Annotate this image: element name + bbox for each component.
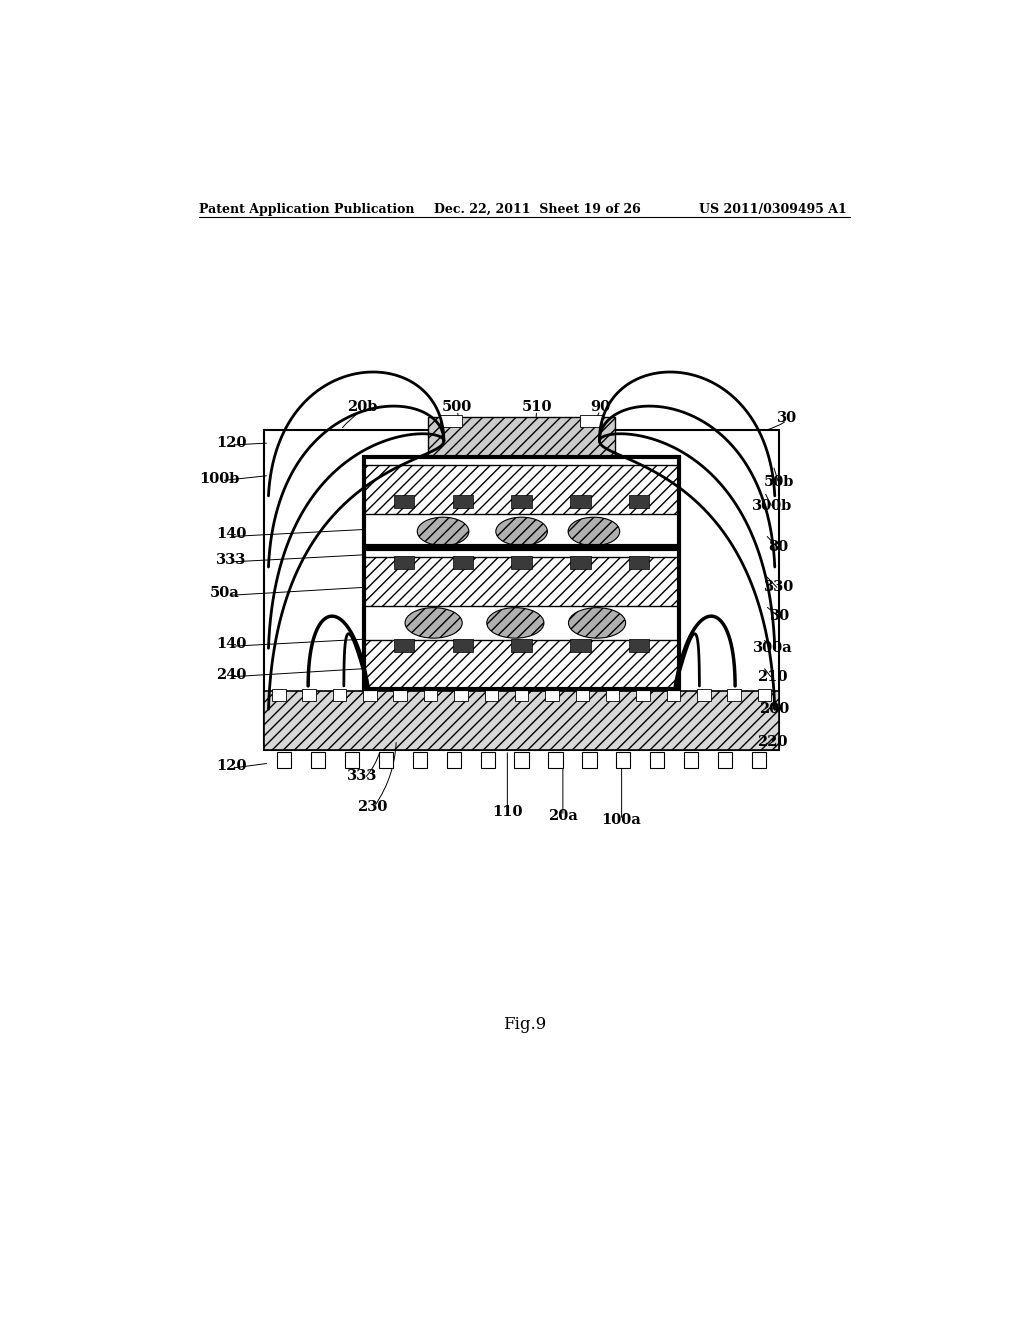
Text: 120: 120 bbox=[216, 436, 247, 450]
Text: 200: 200 bbox=[759, 702, 790, 717]
Bar bbox=[484, 689, 498, 701]
Bar bbox=[511, 556, 531, 569]
Text: 50a: 50a bbox=[210, 586, 240, 601]
Bar bbox=[264, 430, 779, 750]
Bar bbox=[394, 495, 415, 508]
Text: 100a: 100a bbox=[602, 813, 641, 828]
Text: Dec. 22, 2011  Sheet 19 of 26: Dec. 22, 2011 Sheet 19 of 26 bbox=[433, 203, 640, 216]
Bar bbox=[511, 495, 531, 508]
Bar bbox=[514, 752, 528, 768]
Bar bbox=[616, 752, 631, 768]
Ellipse shape bbox=[496, 517, 548, 545]
Bar bbox=[650, 752, 665, 768]
Bar bbox=[515, 689, 528, 701]
Bar bbox=[379, 752, 393, 768]
Text: 20a: 20a bbox=[548, 809, 578, 822]
Text: 333: 333 bbox=[347, 770, 377, 783]
Text: 300a: 300a bbox=[753, 642, 793, 655]
Text: 140: 140 bbox=[216, 528, 247, 541]
Text: 500: 500 bbox=[442, 400, 472, 414]
Bar bbox=[393, 689, 407, 701]
Ellipse shape bbox=[486, 607, 544, 638]
Bar bbox=[570, 639, 591, 652]
Bar bbox=[629, 556, 649, 569]
Bar bbox=[453, 556, 473, 569]
Bar bbox=[575, 689, 589, 701]
Bar bbox=[667, 689, 680, 701]
Bar bbox=[453, 495, 473, 508]
Bar bbox=[453, 639, 473, 652]
Bar bbox=[480, 752, 495, 768]
Text: 50b: 50b bbox=[764, 475, 794, 488]
Bar bbox=[302, 689, 315, 701]
Bar bbox=[549, 752, 562, 768]
Bar bbox=[455, 689, 468, 701]
Ellipse shape bbox=[417, 517, 469, 545]
Text: 333: 333 bbox=[216, 553, 247, 566]
Bar bbox=[278, 752, 292, 768]
Bar bbox=[545, 689, 559, 701]
Bar bbox=[333, 689, 346, 701]
Text: 110: 110 bbox=[493, 805, 522, 818]
Text: 510: 510 bbox=[521, 400, 552, 414]
Text: 140: 140 bbox=[216, 638, 247, 651]
Bar bbox=[570, 556, 591, 569]
Bar bbox=[413, 752, 427, 768]
Ellipse shape bbox=[568, 607, 626, 638]
Bar bbox=[629, 639, 649, 652]
Text: 20b: 20b bbox=[347, 400, 377, 414]
Bar bbox=[440, 414, 462, 426]
Bar bbox=[394, 556, 415, 569]
Bar bbox=[424, 689, 437, 701]
Bar bbox=[570, 495, 591, 508]
Bar bbox=[606, 689, 620, 701]
Bar bbox=[511, 639, 531, 652]
Bar bbox=[758, 689, 771, 701]
Text: 300b: 300b bbox=[753, 499, 793, 513]
Bar bbox=[264, 690, 779, 750]
Ellipse shape bbox=[568, 517, 620, 545]
Bar bbox=[446, 752, 461, 768]
Text: 220: 220 bbox=[757, 735, 787, 748]
Text: 120: 120 bbox=[216, 759, 247, 774]
Bar bbox=[718, 752, 732, 768]
Bar bbox=[727, 689, 740, 701]
Bar bbox=[697, 689, 711, 701]
Text: Patent Application Publication: Patent Application Publication bbox=[200, 203, 415, 216]
Bar bbox=[636, 689, 650, 701]
Text: 30: 30 bbox=[776, 411, 797, 425]
Bar bbox=[365, 557, 679, 606]
Bar bbox=[629, 495, 649, 508]
Bar bbox=[311, 752, 326, 768]
Text: Fig.9: Fig.9 bbox=[503, 1016, 547, 1032]
Bar bbox=[272, 689, 286, 701]
Bar bbox=[752, 752, 766, 768]
Bar bbox=[345, 752, 359, 768]
Text: 210: 210 bbox=[757, 669, 787, 684]
Text: 30: 30 bbox=[770, 609, 791, 623]
Bar bbox=[684, 752, 698, 768]
Text: 80: 80 bbox=[769, 540, 788, 553]
Bar bbox=[365, 549, 679, 689]
Bar bbox=[580, 414, 602, 426]
Bar bbox=[364, 689, 377, 701]
Bar bbox=[583, 752, 597, 768]
Text: 240: 240 bbox=[216, 668, 247, 681]
Text: US 2011/0309495 A1: US 2011/0309495 A1 bbox=[699, 203, 847, 216]
Bar bbox=[365, 457, 679, 545]
Bar bbox=[365, 466, 679, 513]
Bar bbox=[365, 640, 679, 689]
Text: 100b: 100b bbox=[199, 471, 240, 486]
Ellipse shape bbox=[406, 607, 462, 638]
Bar bbox=[428, 417, 615, 457]
Text: 330: 330 bbox=[764, 581, 794, 594]
Text: 90: 90 bbox=[590, 400, 610, 414]
Bar bbox=[394, 639, 415, 652]
Text: 230: 230 bbox=[357, 800, 388, 814]
